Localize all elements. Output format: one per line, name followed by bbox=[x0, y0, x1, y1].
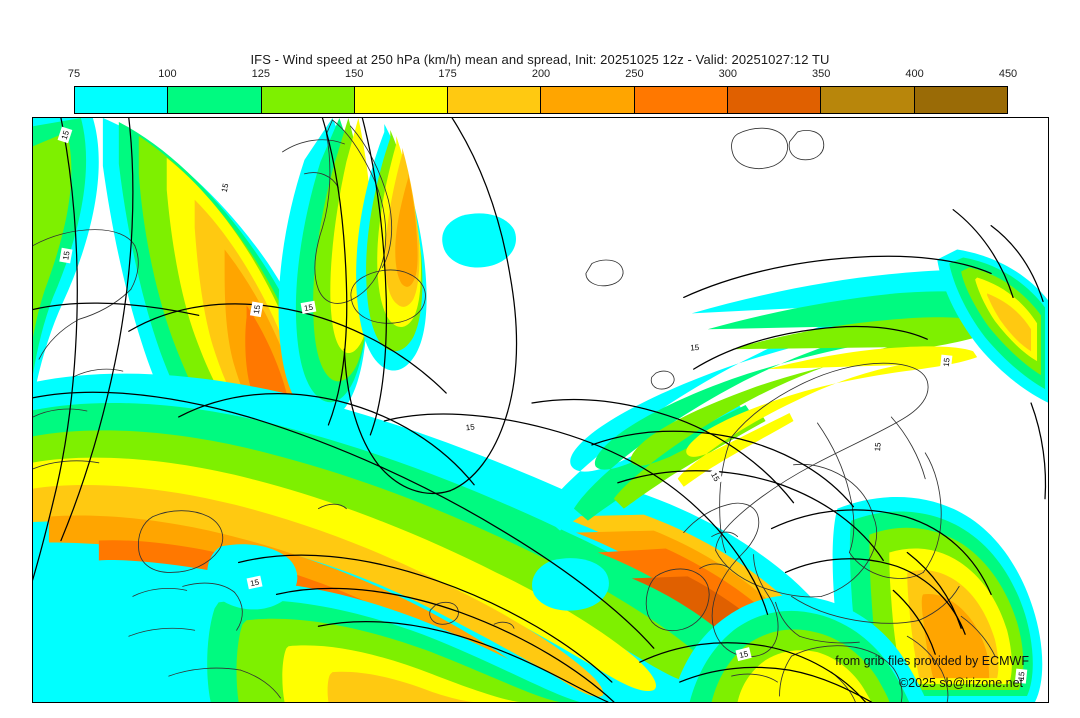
contour-label-6: 15 bbox=[690, 343, 700, 353]
colorbar-tick-150: 150 bbox=[345, 68, 364, 80]
colorbar-tick-100: 100 bbox=[158, 68, 177, 80]
chart-title: IFS - Wind speed at 250 hPa (km/h) mean … bbox=[250, 52, 830, 67]
contour-label-0: 15 bbox=[60, 129, 71, 141]
contour-label-1: 15 bbox=[61, 250, 72, 261]
contour-label-10: 15 bbox=[738, 649, 749, 660]
colorbar bbox=[74, 86, 1008, 114]
colorbar-tick-labels: 75 100 125 150 175 200 250 300 350 400 450 bbox=[68, 68, 1017, 84]
colorbar-tick-175: 175 bbox=[438, 68, 457, 80]
colorbar-tick-300: 300 bbox=[718, 68, 737, 80]
colorbar-tick-350: 350 bbox=[812, 68, 831, 80]
credit-copyright: ©2025 sb@irizone.net bbox=[898, 676, 1023, 690]
colorbar-swatch-dark-goldenrod bbox=[821, 87, 915, 113]
colorbar-swatch-yellow bbox=[354, 87, 449, 113]
credit-source: from grib files provided by ECMWF bbox=[835, 654, 1029, 668]
colorbar-tick-200: 200 bbox=[531, 68, 551, 80]
colorbar-tick-125: 125 bbox=[251, 68, 270, 80]
colorbar-tick-75: 75 bbox=[67, 68, 81, 80]
contour-label-4: 15 bbox=[465, 422, 475, 432]
map-icon: 15 15 15 15 bbox=[33, 118, 1048, 702]
contour-label-7: 15 bbox=[873, 442, 883, 452]
contour-label-8: 15 bbox=[942, 357, 952, 367]
map-canvas[interactable]: 15 15 15 15 bbox=[32, 117, 1049, 703]
colorbar-swatch-cyan bbox=[75, 87, 169, 113]
colorbar-tick-400: 400 bbox=[905, 68, 924, 80]
colorbar-swatch-spring-green bbox=[168, 87, 262, 113]
colorbar-swatch-deep-orange bbox=[634, 87, 729, 113]
contour-label-2: 15 bbox=[252, 304, 263, 315]
colorbar-swatches bbox=[74, 86, 1008, 114]
colorbar-tick-450: 450 bbox=[998, 68, 1018, 80]
colorbar-swatch-amber bbox=[448, 87, 542, 113]
contour-label-9: 15 bbox=[249, 577, 260, 588]
colorbar-tick-250: 250 bbox=[625, 68, 644, 80]
contour-label-12: 15 bbox=[1017, 671, 1027, 681]
contour-label-3: 15 bbox=[220, 182, 231, 193]
colorbar-swatch-chartreuse bbox=[261, 87, 355, 113]
colorbar-swatch-burnt-orange bbox=[728, 87, 822, 113]
contour-label-5: 15 bbox=[303, 303, 314, 313]
colorbar-swatch-orange bbox=[541, 87, 635, 113]
colorbar-swatch-dark-olive-brown bbox=[914, 87, 1007, 113]
